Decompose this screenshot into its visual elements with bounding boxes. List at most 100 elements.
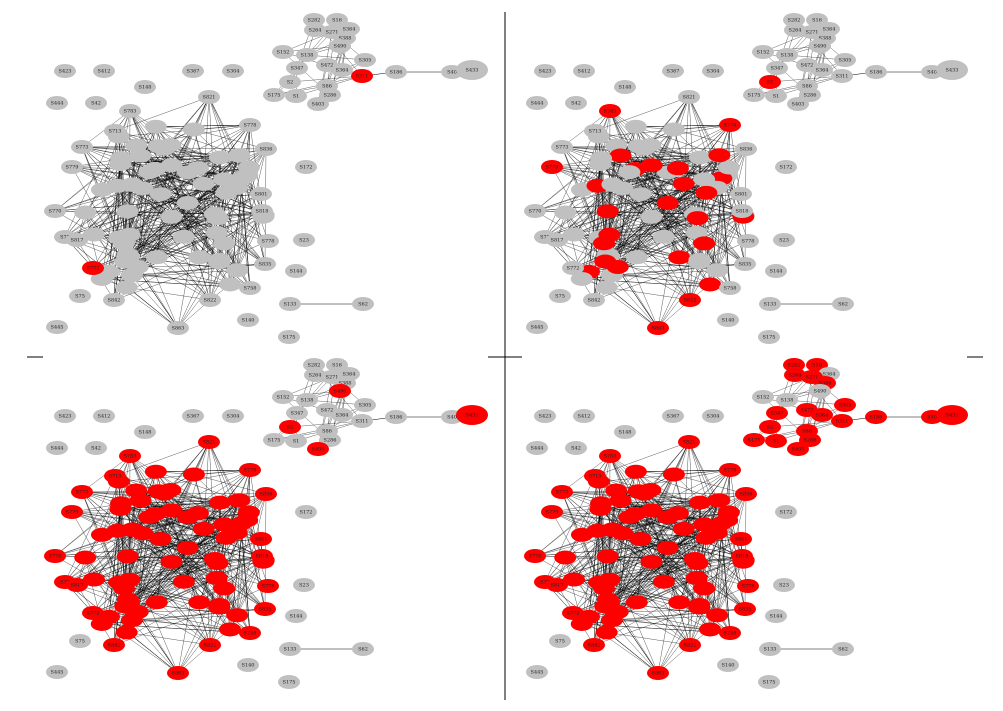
node bbox=[219, 622, 242, 637]
node-label: S836 bbox=[260, 147, 273, 153]
node-label: S801 bbox=[735, 537, 748, 543]
node bbox=[456, 405, 488, 425]
node-label: S75 bbox=[75, 639, 85, 645]
edge bbox=[636, 538, 742, 603]
node bbox=[239, 281, 261, 295]
node bbox=[213, 581, 236, 596]
node bbox=[678, 90, 700, 104]
node-label: S423 bbox=[59, 414, 72, 420]
node-label: S23 bbox=[779, 238, 789, 244]
node bbox=[765, 609, 787, 623]
edge bbox=[117, 110, 131, 186]
node bbox=[192, 521, 215, 536]
node bbox=[731, 204, 753, 218]
node bbox=[307, 442, 329, 456]
node-label: S758 bbox=[724, 631, 737, 637]
node bbox=[541, 505, 563, 519]
node bbox=[679, 638, 701, 652]
node bbox=[695, 530, 718, 545]
node-label: S778 bbox=[742, 239, 755, 245]
node-label: S842 bbox=[588, 643, 601, 649]
node bbox=[526, 96, 548, 110]
node bbox=[787, 97, 809, 111]
node bbox=[167, 321, 189, 335]
node-label: S264 bbox=[309, 28, 322, 34]
node bbox=[708, 148, 731, 163]
edge bbox=[688, 96, 717, 188]
node bbox=[766, 61, 788, 75]
node bbox=[93, 409, 115, 423]
edge bbox=[597, 185, 697, 234]
node bbox=[149, 187, 172, 202]
node-label: S144 bbox=[770, 614, 783, 620]
edge bbox=[129, 234, 200, 258]
node bbox=[54, 64, 76, 78]
node bbox=[316, 79, 338, 93]
edge bbox=[226, 192, 238, 271]
node bbox=[601, 177, 624, 192]
node bbox=[145, 595, 168, 610]
node-label: S144 bbox=[290, 269, 303, 275]
edge bbox=[127, 187, 237, 255]
node-label: S713 bbox=[589, 129, 602, 135]
node-label: S863 bbox=[172, 671, 185, 677]
edge bbox=[85, 212, 218, 219]
node bbox=[706, 608, 729, 623]
edge bbox=[697, 217, 746, 265]
edge bbox=[129, 232, 217, 257]
node-label: S778 bbox=[724, 123, 737, 129]
node-label: S423 bbox=[539, 414, 552, 420]
node-label: S817 bbox=[551, 583, 564, 589]
node bbox=[730, 187, 752, 201]
node-label: S412 bbox=[98, 69, 111, 75]
node-label: S140 bbox=[242, 663, 255, 669]
edge bbox=[581, 455, 611, 535]
edge bbox=[688, 96, 719, 156]
edge bbox=[609, 232, 697, 257]
node bbox=[145, 250, 168, 265]
node bbox=[199, 293, 221, 307]
edge bbox=[193, 129, 267, 150]
edge bbox=[117, 455, 131, 531]
node-label: S42 bbox=[571, 101, 581, 107]
node-label: S133 bbox=[284, 647, 297, 653]
node-label: S758 bbox=[244, 631, 257, 637]
node-label: S821 bbox=[203, 440, 216, 446]
node-label: S490 bbox=[334, 389, 347, 395]
node-label: S835 bbox=[739, 607, 752, 613]
node bbox=[573, 409, 595, 423]
node bbox=[119, 449, 141, 463]
edge bbox=[129, 234, 231, 285]
node bbox=[832, 297, 854, 311]
edge bbox=[117, 530, 217, 579]
node-label: S835 bbox=[259, 262, 272, 268]
node bbox=[121, 522, 144, 537]
node-label: S842 bbox=[588, 298, 601, 304]
node bbox=[717, 160, 740, 175]
node bbox=[599, 104, 621, 118]
node-label: S2 bbox=[287, 425, 294, 431]
node bbox=[640, 554, 663, 569]
node bbox=[293, 578, 315, 592]
node-label: S138 bbox=[301, 398, 314, 404]
node bbox=[759, 420, 781, 434]
node-label: S770 bbox=[49, 554, 62, 560]
node bbox=[717, 505, 740, 520]
node bbox=[144, 464, 167, 479]
node-label: S817 bbox=[71, 583, 84, 589]
node-label: S175 bbox=[748, 93, 761, 99]
node-label: S304 bbox=[707, 69, 720, 75]
node bbox=[592, 581, 615, 596]
node bbox=[303, 358, 325, 372]
node bbox=[606, 259, 629, 274]
edge bbox=[716, 167, 730, 271]
node-label: S186 bbox=[870, 415, 883, 421]
node-label: S144 bbox=[290, 614, 303, 620]
node-label: S713 bbox=[109, 129, 122, 135]
node-label: S2 bbox=[767, 80, 774, 86]
edge bbox=[156, 524, 225, 603]
node bbox=[526, 441, 548, 455]
edge bbox=[629, 517, 700, 606]
node bbox=[702, 409, 724, 423]
